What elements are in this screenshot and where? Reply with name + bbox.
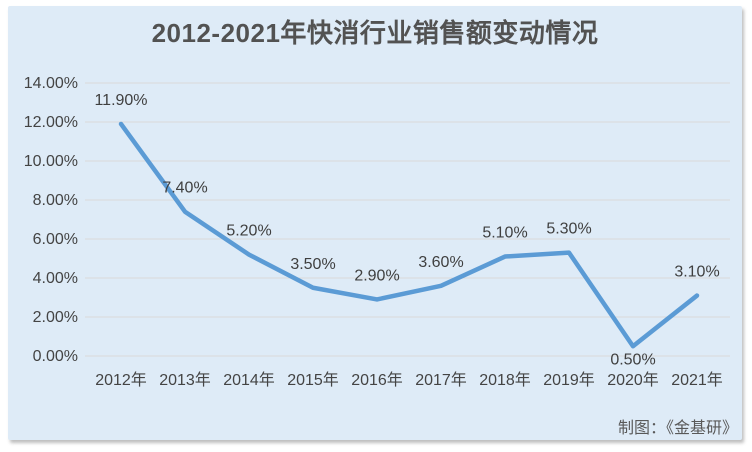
x-axis-label: 2020年 xyxy=(607,371,659,389)
x-axis-label: 2013年 xyxy=(159,371,211,389)
x-axis-label: 2018年 xyxy=(479,371,531,389)
chart-panel xyxy=(8,6,742,440)
data-point-label: 7.40% xyxy=(162,180,207,197)
x-axis-label: 2016年 xyxy=(351,371,403,389)
x-axis-label: 2021年 xyxy=(671,371,723,389)
x-axis-label: 2017年 xyxy=(415,371,467,389)
data-point-label: 2.90% xyxy=(354,267,399,284)
y-axis-tick-label: 14.00% xyxy=(24,75,78,92)
data-point-label: 5.30% xyxy=(546,221,591,238)
y-axis-tick-label: 0.00% xyxy=(33,348,78,365)
data-point-label: 3.10% xyxy=(674,264,719,281)
data-line xyxy=(118,121,700,349)
x-axis-label: 2012年 xyxy=(95,371,147,389)
x-axis-label: 2014年 xyxy=(223,371,275,389)
y-axis-tick-label: 12.00% xyxy=(24,114,78,131)
data-point-label: 3.50% xyxy=(290,256,335,273)
y-axis-tick-label: 2.00% xyxy=(33,309,78,326)
credit-text: 制图：《金基研》 xyxy=(617,420,738,437)
data-point-label: 5.20% xyxy=(226,223,271,240)
data-point-label: 3.60% xyxy=(418,254,463,271)
y-axis-tick-label: 6.00% xyxy=(33,231,78,248)
x-axis-label: 2019年 xyxy=(543,371,595,389)
data-point-label: 0.50% xyxy=(610,351,655,368)
y-axis-tick-label: 10.00% xyxy=(24,153,78,170)
x-axis-label: 2015年 xyxy=(287,371,339,389)
data-point-label: 11.90% xyxy=(94,92,147,109)
y-axis-tick-label: 8.00% xyxy=(33,192,78,209)
data-point-label: 5.10% xyxy=(482,225,527,242)
y-axis-tick-label: 4.00% xyxy=(33,270,78,287)
chart-title: 2012-2021年快消行业销售额变动情况 xyxy=(151,18,599,48)
